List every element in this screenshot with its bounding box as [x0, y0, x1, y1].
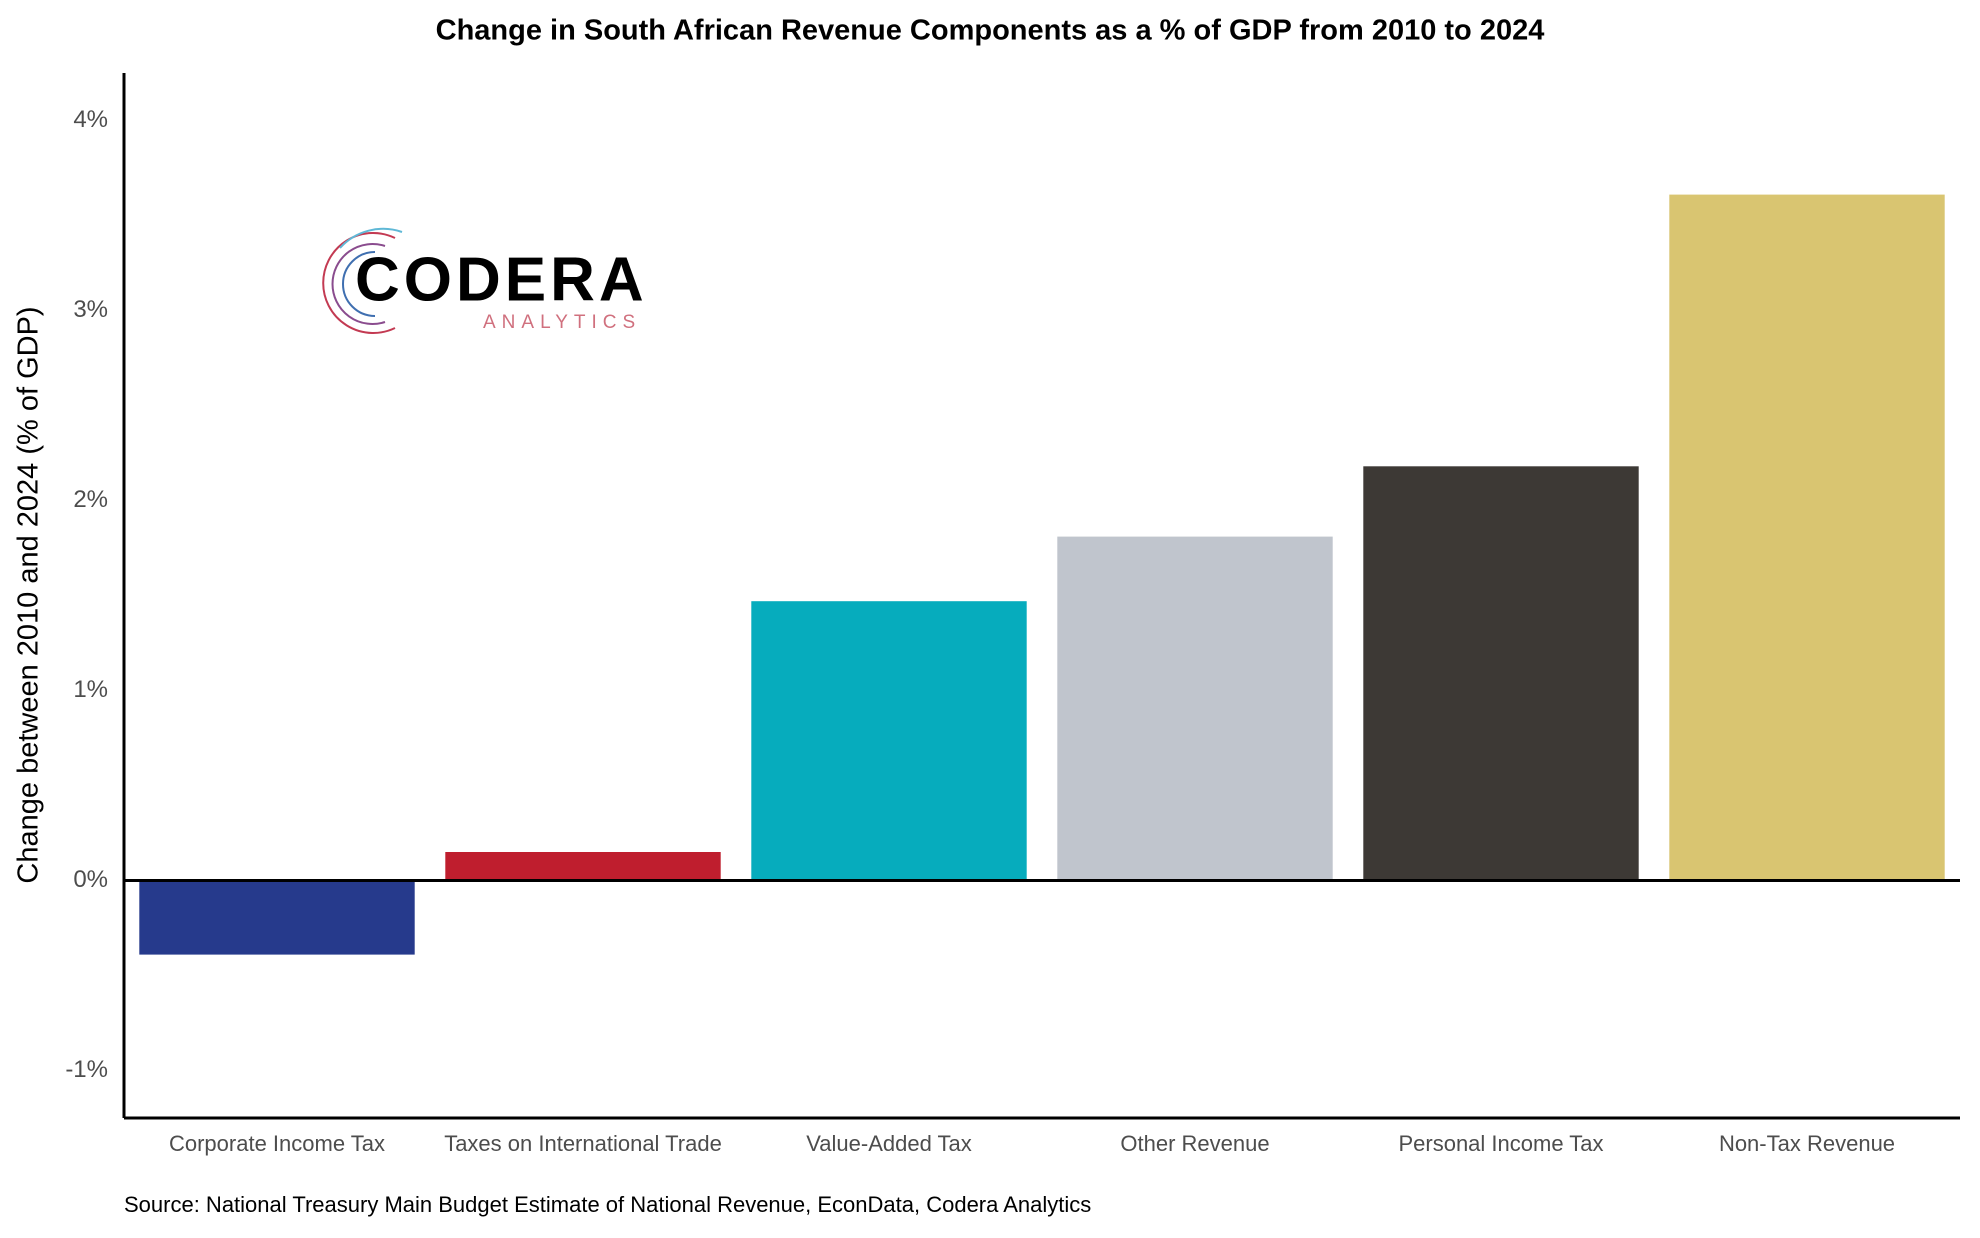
x-tick-label: Taxes on International Trade — [444, 1131, 722, 1156]
logo-icon — [322, 227, 403, 334]
logo-name: CODERA — [355, 245, 648, 314]
bar — [751, 601, 1027, 881]
bar — [1363, 466, 1639, 881]
y-tick-label: 0% — [73, 866, 108, 893]
y-tick-label: 2% — [73, 486, 108, 513]
bar — [1057, 536, 1333, 881]
x-tick-label: Non-Tax Revenue — [1719, 1131, 1895, 1156]
x-tick-label: Personal Income Tax — [1398, 1131, 1603, 1156]
x-tick-label: Other Revenue — [1120, 1131, 1269, 1156]
source-note: Source: National Treasury Main Budget Es… — [124, 1192, 1091, 1217]
y-tick-label: 3% — [73, 296, 108, 323]
chart-title: Change in South African Revenue Componen… — [436, 15, 1545, 47]
bar — [139, 880, 415, 955]
y-tick-label: -1% — [65, 1056, 108, 1083]
y-tick-label: 1% — [73, 676, 108, 703]
logo: CODERA ANALYTICS — [322, 227, 648, 334]
y-axis-label: Change between 2010 and 2024 (% of GDP) — [13, 306, 45, 883]
bar — [445, 852, 721, 881]
bar — [1669, 194, 1945, 881]
y-tick-label: 4% — [73, 106, 108, 133]
x-tick-label: Value-Added Tax — [806, 1131, 972, 1156]
x-tick-label: Corporate Income Tax — [169, 1131, 385, 1156]
logo-tagline: ANALYTICS — [483, 312, 641, 333]
